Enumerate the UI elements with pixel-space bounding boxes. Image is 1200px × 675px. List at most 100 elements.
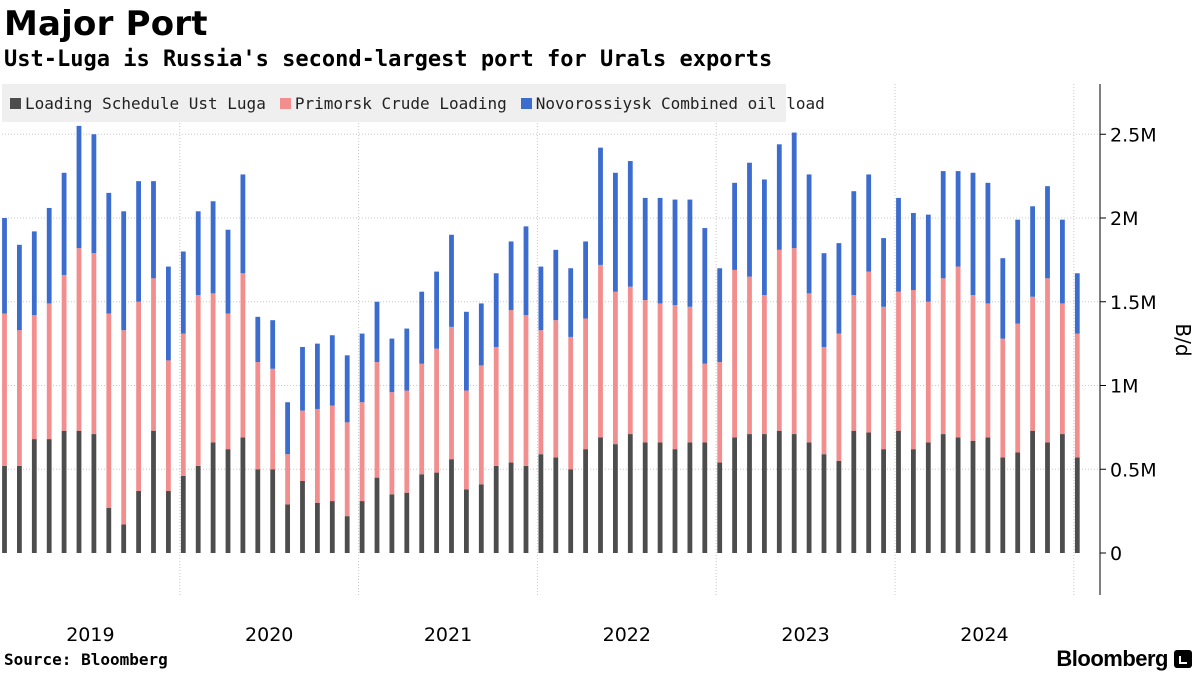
bar-segment-primorsk xyxy=(344,422,350,517)
bar-segment-ust-luga xyxy=(732,437,737,553)
bar-segment-primorsk xyxy=(791,248,797,435)
bar-segment-primorsk xyxy=(404,390,410,493)
bar-segment-novorossiysk xyxy=(151,181,156,279)
bar-segment-primorsk xyxy=(389,392,395,495)
bar-segment-ust-luga xyxy=(106,507,112,553)
bar-segment-ust-luga xyxy=(404,492,410,553)
bar-segment-primorsk xyxy=(896,291,901,431)
bar-segment-ust-luga xyxy=(613,444,618,553)
bar-segment-novorossiysk xyxy=(687,199,693,307)
bar-segment-primorsk xyxy=(627,286,633,435)
bar-segment-ust-luga xyxy=(583,449,588,553)
legend-item-ust-luga: Loading Schedule Ust Luga xyxy=(10,94,266,113)
bar-segment-primorsk xyxy=(121,330,127,525)
bar-segment-novorossiysk xyxy=(538,266,544,331)
legend-item-primorsk: Primorsk Crude Loading xyxy=(279,94,507,113)
bar-segment-ust-luga xyxy=(225,449,231,553)
bar-segment-novorossiysk xyxy=(672,199,678,306)
bar-segment-ust-luga xyxy=(955,437,961,553)
bar-segment-primorsk xyxy=(46,303,52,440)
bar-segment-novorossiysk xyxy=(627,161,633,287)
bar-segment-primorsk xyxy=(806,293,812,443)
bar-segment-novorossiysk xyxy=(955,171,961,267)
bar-segment-primorsk xyxy=(166,360,171,492)
bar-segment-novorossiysk xyxy=(523,226,529,316)
y-tick-label: 2M xyxy=(1110,208,1138,230)
bar-segment-novorossiysk xyxy=(464,311,469,391)
bar-segment-ust-luga xyxy=(851,430,857,553)
bar-segment-primorsk xyxy=(940,278,946,435)
brand-logo: Bloomberg xyxy=(1056,646,1168,671)
bar-segment-primorsk xyxy=(866,271,872,433)
bar-segment-ust-luga xyxy=(672,449,678,553)
bar-segment-novorossiysk xyxy=(613,172,618,292)
bar-segment-novorossiysk xyxy=(791,132,797,249)
legend-swatch-primorsk xyxy=(279,97,291,109)
bar-segment-ust-luga xyxy=(598,437,603,553)
x-tick-label: 2020 xyxy=(245,624,293,646)
bar-segment-primorsk xyxy=(91,253,97,435)
bar-segment-ust-luga xyxy=(121,524,127,553)
bar-segment-novorossiysk xyxy=(1015,219,1021,324)
y-tick-label: 0 xyxy=(1110,543,1122,565)
bar-segment-novorossiysk xyxy=(344,355,350,423)
bar-segment-novorossiysk xyxy=(76,125,82,249)
bar-segment-ust-luga xyxy=(1000,457,1006,553)
bar-segment-novorossiysk xyxy=(121,211,127,331)
bar-segment-ust-luga xyxy=(1030,430,1035,553)
bar-segment-ust-luga xyxy=(434,472,439,553)
bar-segment-primorsk xyxy=(717,362,723,463)
bar-segment-primorsk xyxy=(881,306,886,450)
legend-swatch-novorossiysk xyxy=(520,97,532,109)
bar-segment-ust-luga xyxy=(419,474,425,553)
bar-segment-primorsk xyxy=(970,295,976,441)
bar-segment-ust-luga xyxy=(538,454,544,553)
bar-segment-novorossiysk xyxy=(1000,258,1006,339)
bar-segment-ust-luga xyxy=(762,434,767,553)
bar-segment-primorsk xyxy=(598,264,603,438)
bar-segment-ust-luga xyxy=(91,434,97,553)
bar-segment-primorsk xyxy=(732,269,737,438)
bar-segment-ust-luga xyxy=(553,457,559,553)
bar-segment-ust-luga xyxy=(166,491,171,553)
bar-segment-primorsk xyxy=(76,248,82,431)
bar-segment-primorsk xyxy=(136,301,141,492)
legend-label-ust-luga: Loading Schedule Ust Luga xyxy=(25,93,266,113)
bar-segment-novorossiysk xyxy=(732,182,737,270)
bar-segment-novorossiysk xyxy=(46,207,52,304)
bar-segment-primorsk xyxy=(2,313,7,466)
bar-segment-novorossiysk xyxy=(359,333,365,403)
bar-segment-ust-luga xyxy=(478,484,484,553)
bar-segment-primorsk xyxy=(359,402,365,502)
bar-segment-novorossiysk xyxy=(702,228,708,364)
bar-segment-primorsk xyxy=(568,336,574,470)
bar-segment-primorsk xyxy=(776,249,782,431)
bar-segment-ust-luga xyxy=(210,442,216,553)
bar-segment-ust-luga xyxy=(270,469,276,553)
bar-segment-novorossiysk xyxy=(940,171,946,279)
bar-segment-ust-luga xyxy=(881,449,886,553)
bar-segment-primorsk xyxy=(925,301,931,443)
bar-segment-ust-luga xyxy=(940,434,946,553)
bar-segment-primorsk xyxy=(657,303,663,443)
bar-segment-novorossiysk xyxy=(985,182,991,304)
bar-segment-ust-luga xyxy=(866,432,872,553)
bar-segment-ust-luga xyxy=(821,454,827,553)
bar-segment-novorossiysk xyxy=(255,316,261,363)
bar-segment-novorossiysk xyxy=(478,303,484,366)
bar-segment-ust-luga xyxy=(17,465,22,553)
bar-segment-ust-luga xyxy=(1045,442,1050,553)
bar-segment-novorossiysk xyxy=(210,201,216,294)
bar-segment-novorossiysk xyxy=(166,266,171,361)
bar-segment-novorossiysk xyxy=(851,191,857,296)
bar-segment-ust-luga xyxy=(374,477,380,553)
bar-segment-novorossiysk xyxy=(419,291,425,364)
bar-segment-novorossiysk xyxy=(583,241,588,319)
x-tick-label: 2022 xyxy=(603,624,651,646)
bar-segment-novorossiysk xyxy=(776,144,782,250)
bar-segment-novorossiysk xyxy=(315,343,320,409)
bar-segment-ust-luga xyxy=(702,442,708,553)
bar-segment-ust-luga xyxy=(285,504,290,553)
bar-segment-ust-luga xyxy=(1015,452,1021,553)
bar-segment-novorossiysk xyxy=(1045,186,1050,279)
